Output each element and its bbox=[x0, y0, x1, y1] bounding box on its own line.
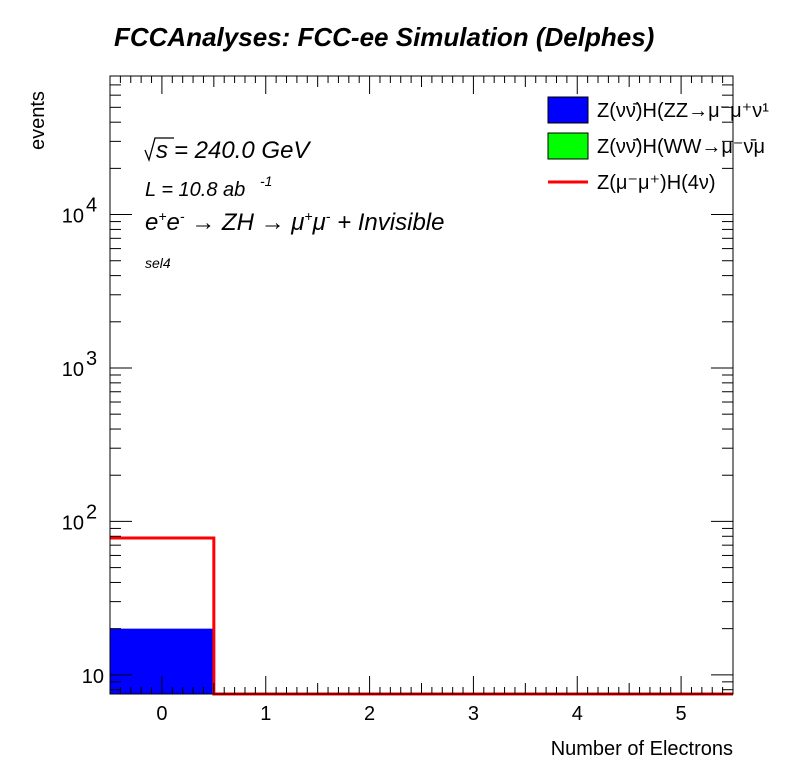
y-tick-exponent: 3 bbox=[86, 348, 97, 370]
energy-value: = 240.0 GeV bbox=[174, 137, 311, 164]
process-annotation: e+e- → ZH → μ+μ- + Invisible bbox=[145, 208, 444, 236]
x-axis-title: Number of Electrons bbox=[551, 738, 733, 760]
histogram-bars bbox=[110, 536, 733, 696]
y-tick-label: 10 bbox=[82, 666, 104, 688]
plot-frame bbox=[109, 75, 734, 695]
y-axis-title: events bbox=[27, 91, 49, 150]
luminosity-value: L = 10.8 ab bbox=[145, 179, 245, 201]
y-tick-label: 10 bbox=[62, 206, 84, 228]
x-tick-label: 3 bbox=[468, 703, 479, 725]
luminosity-annotation: L = 10.8 ab -1 bbox=[145, 173, 272, 201]
legend-swatch bbox=[547, 96, 589, 124]
y-tick-label: 10 bbox=[62, 359, 84, 381]
legend-swatch bbox=[547, 132, 589, 160]
sqrt-s-symbol: s bbox=[156, 137, 168, 164]
legend-label: Z(νν̄)H(ZZ→μ⁻μ⁺ν¹ bbox=[597, 100, 769, 122]
legend-label: Z(μ⁻μ⁺)H(4ν) bbox=[597, 172, 716, 194]
chart-title: FCCAnalyses: FCC-ee Simulation (Delphes) bbox=[114, 22, 654, 52]
x-tick-label: 0 bbox=[156, 703, 167, 725]
selection-label: sel4 bbox=[145, 255, 171, 271]
x-tick-label: 2 bbox=[364, 703, 375, 725]
y-tick-exponent: 4 bbox=[86, 195, 97, 217]
legend: Z(νν̄)H(ZZ→μ⁻μ⁺ν¹ Z(νν̄)H(WW→μ⁻ν̄μ Z(μ⁻μ⁺)… bbox=[547, 96, 769, 194]
frame-border bbox=[109, 75, 734, 695]
energy-annotation: s = 240.0 GeV bbox=[144, 137, 311, 164]
x-tick-label: 1 bbox=[260, 703, 271, 725]
x-tick-label: 4 bbox=[572, 703, 583, 725]
x-axis: 0 1 2 3 4 5 bbox=[109, 76, 734, 725]
luminosity-exponent: -1 bbox=[260, 173, 272, 189]
legend-label: Z(νν̄)H(WW→μ⁻ν̄μ bbox=[597, 136, 765, 158]
sqrt-sign-icon bbox=[144, 137, 174, 163]
y-tick-exponent: 2 bbox=[86, 501, 97, 523]
x-tick-label: 5 bbox=[676, 703, 687, 725]
y-tick-label: 10 bbox=[62, 512, 84, 534]
